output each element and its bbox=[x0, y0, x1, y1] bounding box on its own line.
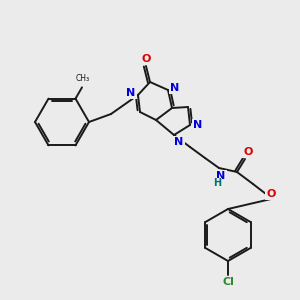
Text: N: N bbox=[194, 120, 202, 130]
Text: N: N bbox=[174, 137, 184, 147]
Text: N: N bbox=[170, 83, 180, 93]
Text: O: O bbox=[266, 189, 276, 199]
Text: N: N bbox=[216, 171, 226, 181]
Text: O: O bbox=[141, 54, 151, 64]
Text: O: O bbox=[243, 147, 253, 157]
Text: Cl: Cl bbox=[222, 277, 234, 287]
Text: N: N bbox=[126, 88, 136, 98]
Text: H: H bbox=[213, 178, 221, 188]
Text: CH₃: CH₃ bbox=[76, 74, 90, 83]
